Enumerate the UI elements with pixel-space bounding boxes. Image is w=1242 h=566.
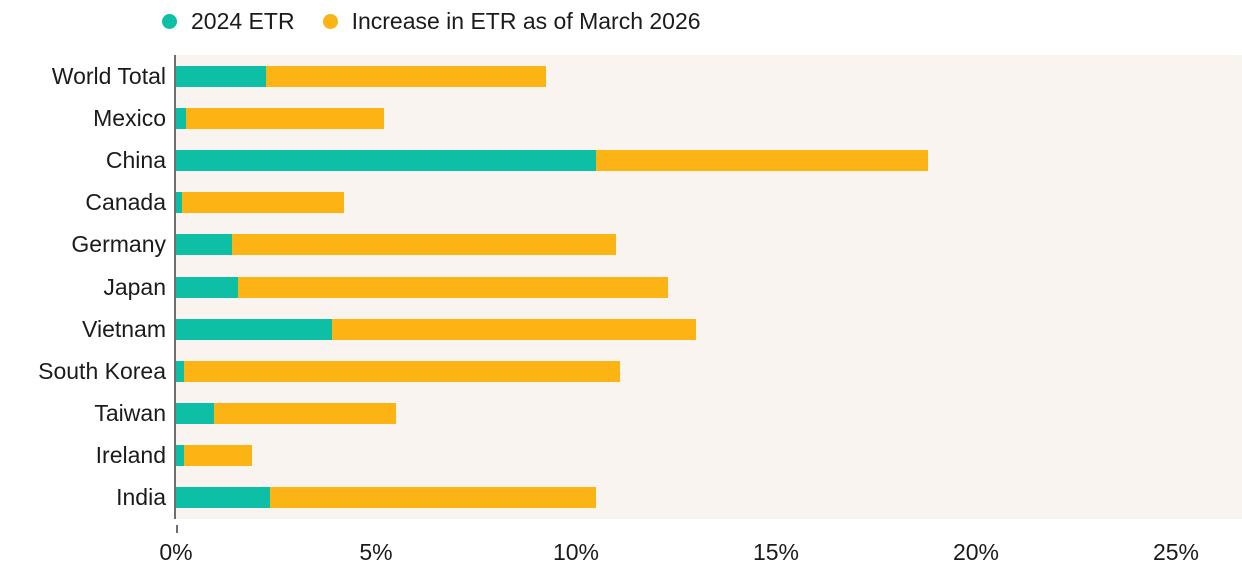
x-tick-label: 0% <box>159 539 193 565</box>
stacked-bar <box>176 149 928 171</box>
category-label: Canada <box>85 189 166 216</box>
bar-segment <box>176 318 332 340</box>
chart-rows: World Total Mexico China Canada Germany Japan… <box>0 55 1242 520</box>
category-label: Germany <box>71 231 166 258</box>
bar-track <box>174 476 1242 520</box>
bar-segment <box>186 107 384 129</box>
category-label: World Total <box>51 62 166 89</box>
legend-swatch-teal-icon <box>162 14 177 29</box>
bar-segment <box>232 234 616 256</box>
stacked-bar <box>176 107 384 129</box>
bar-track <box>174 97 1242 140</box>
bar-segment <box>596 149 928 171</box>
chart-row: Taiwan <box>0 392 1242 435</box>
legend-label-increase-etr: Increase in ETR as of March 2026 <box>351 8 701 34</box>
bar-track <box>174 350 1242 393</box>
legend: 2024 ETR Increase in ETR as of March 202… <box>162 8 701 35</box>
bar-segment <box>332 318 696 340</box>
bar-segment <box>184 360 620 382</box>
x-tick-label: 10% <box>552 539 600 565</box>
legend-swatch-orange-icon <box>322 14 338 29</box>
bar-track <box>174 265 1242 309</box>
chart-row: Japan <box>0 265 1242 309</box>
chart-row: Ireland <box>0 434 1242 477</box>
category-label: Taiwan <box>94 400 166 427</box>
bar-segment <box>184 445 252 467</box>
chart-row: World Total <box>0 55 1242 98</box>
bar-segment <box>270 487 596 509</box>
bar-segment <box>214 403 396 425</box>
x-axis: 0% 5% 10% 15% 20% 25% <box>159 525 1242 565</box>
bar-segment <box>176 445 184 467</box>
chart-row: India <box>0 476 1242 520</box>
bar-track <box>174 434 1242 477</box>
legend-item-increase-etr: Increase in ETR as of March 2026 <box>322 8 701 35</box>
bar-segment <box>176 192 182 214</box>
category-label: Japan <box>103 273 166 300</box>
category-label: India <box>116 484 166 511</box>
stacked-bar <box>176 445 252 467</box>
plot-area: World Total Mexico China Canada Germany Japan… <box>0 55 1242 565</box>
stacked-bar <box>176 192 344 214</box>
bar-track <box>174 55 1242 98</box>
stacked-bar <box>176 234 616 256</box>
bar-segment <box>176 234 232 256</box>
chart-row: Canada <box>0 181 1242 224</box>
category-label: Vietnam <box>82 315 166 342</box>
chart-row: Vietnam <box>0 308 1242 351</box>
stacked-bar <box>176 403 396 425</box>
chart-row: Mexico <box>0 97 1242 140</box>
bar-track <box>174 223 1242 266</box>
stacked-bar <box>176 360 620 382</box>
chart-row: China <box>0 139 1242 182</box>
x-axis-zero-tick <box>176 525 178 533</box>
legend-label-2024-etr: 2024 ETR <box>191 8 295 34</box>
category-label: China <box>105 146 166 173</box>
category-label: South Korea <box>38 357 166 384</box>
bar-track <box>174 392 1242 435</box>
bar-segment <box>176 65 266 87</box>
category-label: Mexico <box>93 104 166 131</box>
category-label: Ireland <box>95 442 166 469</box>
bar-track <box>174 139 1242 182</box>
bar-segment <box>176 276 238 298</box>
stacked-bar <box>176 276 668 298</box>
bar-segment <box>176 149 596 171</box>
legend-item-2024-etr: 2024 ETR <box>162 8 295 35</box>
stacked-bar <box>176 487 596 509</box>
stacked-bar <box>176 318 696 340</box>
chart-row: Germany <box>0 223 1242 266</box>
stacked-bar <box>176 65 546 87</box>
bar-segment <box>182 192 344 214</box>
x-tick-label: 20% <box>952 539 1000 565</box>
bar-segment <box>176 487 270 509</box>
bar-segment <box>176 403 214 425</box>
bar-segment <box>238 276 668 298</box>
bar-segment <box>266 65 546 87</box>
chart-row: South Korea <box>0 350 1242 393</box>
bar-segment <box>176 107 186 129</box>
bar-track <box>174 308 1242 351</box>
x-tick-label: 25% <box>1152 539 1200 565</box>
x-tick-label: 15% <box>752 539 800 565</box>
bar-segment <box>176 360 184 382</box>
x-tick-label: 5% <box>359 539 393 565</box>
bar-track <box>174 181 1242 224</box>
